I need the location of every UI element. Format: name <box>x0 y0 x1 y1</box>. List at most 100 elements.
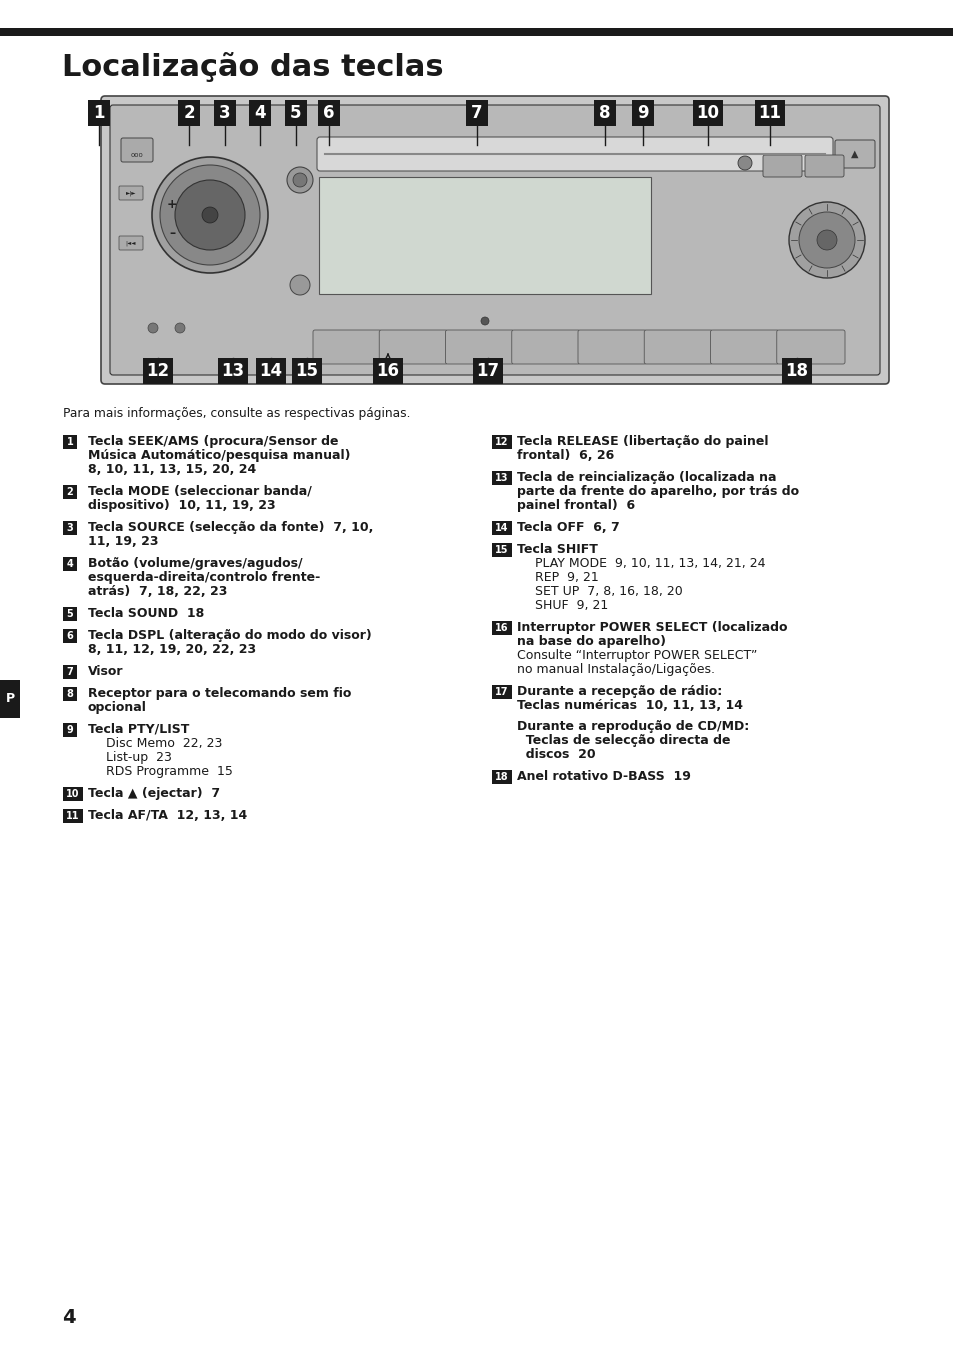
Circle shape <box>293 173 307 187</box>
Text: Tecla SHIFT: Tecla SHIFT <box>517 543 598 556</box>
Text: painel frontal)  6: painel frontal) 6 <box>517 499 635 512</box>
Text: Tecla SOURCE (selecção da fonte)  7, 10,: Tecla SOURCE (selecção da fonte) 7, 10, <box>88 522 373 534</box>
Text: 11: 11 <box>66 812 80 821</box>
Text: Teclas numéricas  10, 11, 13, 14: Teclas numéricas 10, 11, 13, 14 <box>517 699 742 711</box>
FancyBboxPatch shape <box>110 104 879 375</box>
Text: 1: 1 <box>67 438 73 447</box>
FancyBboxPatch shape <box>578 331 645 364</box>
Text: 10: 10 <box>696 104 719 122</box>
Text: Visor: Visor <box>88 665 123 678</box>
Text: +: + <box>167 198 177 211</box>
Text: 16: 16 <box>376 362 399 379</box>
Bar <box>63 809 83 822</box>
Text: parte da frente do aparelho, por trás do: parte da frente do aparelho, por trás do <box>517 485 799 499</box>
Text: List-up  23: List-up 23 <box>106 751 172 764</box>
Text: –: – <box>169 226 175 240</box>
Text: 17: 17 <box>495 687 508 696</box>
Bar <box>249 100 271 126</box>
Circle shape <box>738 156 751 169</box>
Bar <box>492 543 512 557</box>
Text: SHUF  9, 21: SHUF 9, 21 <box>535 599 608 612</box>
Bar <box>594 100 616 126</box>
Text: Tecla AF/TA  12, 13, 14: Tecla AF/TA 12, 13, 14 <box>88 809 247 822</box>
Circle shape <box>160 165 260 266</box>
FancyBboxPatch shape <box>313 331 381 364</box>
Text: 8, 11, 12, 19, 20, 22, 23: 8, 11, 12, 19, 20, 22, 23 <box>88 644 255 656</box>
Text: 7: 7 <box>471 104 482 122</box>
Text: 11, 19, 23: 11, 19, 23 <box>88 535 158 547</box>
Text: Disc Memo  22, 23: Disc Memo 22, 23 <box>106 737 222 751</box>
Bar <box>63 522 77 535</box>
FancyBboxPatch shape <box>379 331 447 364</box>
Bar <box>781 358 811 383</box>
Bar <box>285 100 307 126</box>
Circle shape <box>152 157 268 272</box>
FancyBboxPatch shape <box>511 331 579 364</box>
Text: 8: 8 <box>67 688 73 699</box>
Text: 2: 2 <box>183 104 194 122</box>
Bar <box>213 100 235 126</box>
Text: Tecla SOUND  18: Tecla SOUND 18 <box>88 607 204 621</box>
Bar <box>178 100 200 126</box>
Bar <box>143 358 172 383</box>
FancyBboxPatch shape <box>119 186 143 201</box>
Text: Para mais informações, consulte as respectivas páginas.: Para mais informações, consulte as respe… <box>63 406 410 420</box>
Circle shape <box>174 322 185 333</box>
Text: 4: 4 <box>67 560 73 569</box>
Bar <box>63 665 77 679</box>
Text: 3: 3 <box>67 523 73 533</box>
FancyBboxPatch shape <box>445 331 514 364</box>
Text: 4: 4 <box>253 104 266 122</box>
Text: 12: 12 <box>146 362 170 379</box>
Text: discos  20: discos 20 <box>517 748 595 762</box>
Text: Teclas de selecção directa de: Teclas de selecção directa de <box>517 734 730 747</box>
Circle shape <box>799 211 854 268</box>
Bar <box>0 28 953 37</box>
Bar <box>492 522 512 535</box>
Text: RDS Programme  15: RDS Programme 15 <box>106 766 233 778</box>
Text: 7: 7 <box>67 667 73 678</box>
Text: ▲: ▲ <box>850 149 858 159</box>
Bar <box>63 607 77 621</box>
Text: 13: 13 <box>221 362 244 379</box>
Bar <box>492 770 512 785</box>
Text: Tecla ▲ (ejectar)  7: Tecla ▲ (ejectar) 7 <box>88 787 220 799</box>
Text: 15: 15 <box>295 362 318 379</box>
Text: 17: 17 <box>476 362 499 379</box>
Text: Anel rotativo D-BASS  19: Anel rotativo D-BASS 19 <box>517 770 690 783</box>
Text: Durante a recepção de rádio:: Durante a recepção de rádio: <box>517 686 721 698</box>
Bar <box>63 557 77 570</box>
Text: na base do aparelho): na base do aparelho) <box>517 635 665 648</box>
Text: Tecla MODE (seleccionar banda/: Tecla MODE (seleccionar banda/ <box>88 485 312 499</box>
Bar <box>373 358 402 383</box>
Text: 5: 5 <box>290 104 301 122</box>
Text: Música Automático/pesquisa manual): Música Automático/pesquisa manual) <box>88 449 350 462</box>
FancyBboxPatch shape <box>710 331 778 364</box>
Circle shape <box>788 202 864 278</box>
Text: 6: 6 <box>323 104 335 122</box>
Text: Tecla PTY/LIST: Tecla PTY/LIST <box>88 724 190 736</box>
Text: P: P <box>6 692 14 706</box>
Bar <box>0 680 20 718</box>
Text: 14: 14 <box>495 523 508 533</box>
Bar <box>492 686 512 699</box>
Text: ►|►: ►|► <box>126 190 136 195</box>
FancyBboxPatch shape <box>121 138 152 163</box>
Bar <box>754 100 784 126</box>
Text: 12: 12 <box>495 438 508 447</box>
Text: 8: 8 <box>598 104 610 122</box>
Text: 8, 10, 11, 13, 15, 20, 24: 8, 10, 11, 13, 15, 20, 24 <box>88 463 256 476</box>
Bar <box>255 358 286 383</box>
Text: opcional: opcional <box>88 701 147 714</box>
FancyBboxPatch shape <box>834 140 874 168</box>
Bar <box>63 485 77 499</box>
Text: Tecla DSPL (alteração do modo do visor): Tecla DSPL (alteração do modo do visor) <box>88 629 372 642</box>
Text: dispositivo)  10, 11, 19, 23: dispositivo) 10, 11, 19, 23 <box>88 499 275 512</box>
Circle shape <box>287 167 313 192</box>
Text: 2: 2 <box>67 486 73 497</box>
Text: Consulte “Interruptor POWER SELECT”: Consulte “Interruptor POWER SELECT” <box>517 649 757 663</box>
Bar <box>218 358 248 383</box>
Bar <box>473 358 502 383</box>
Text: 11: 11 <box>758 104 781 122</box>
Text: 18: 18 <box>495 772 508 782</box>
